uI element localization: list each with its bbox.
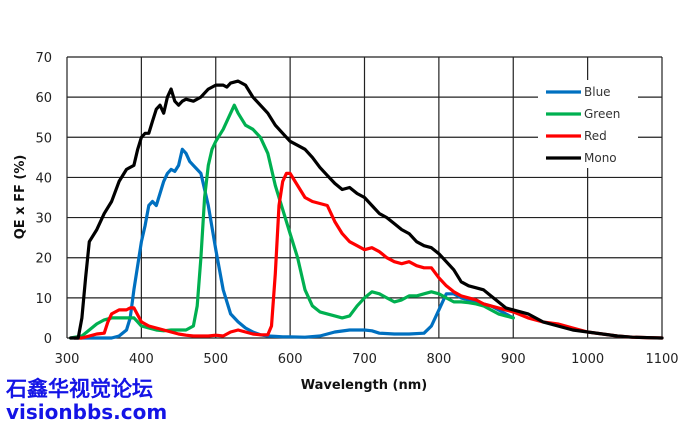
legend-box	[538, 80, 638, 168]
x-tick-label: 800	[426, 352, 451, 367]
legend-label-blue: Blue	[584, 85, 611, 99]
x-tick-label: 500	[203, 352, 228, 367]
series-line-red	[72, 171, 664, 340]
legend-label-red: Red	[584, 129, 607, 143]
x-tick-label: 1100	[645, 352, 678, 367]
x-tick-label: 1000	[571, 352, 604, 367]
x-ticks: 300 400 500 600 700 800 900 1000 1100	[55, 352, 679, 367]
series-line-green	[69, 103, 515, 340]
y-tick-label: 70	[35, 51, 52, 66]
x-tick-label: 400	[129, 352, 154, 367]
watermark-url[interactable]: visionbbs.com	[6, 400, 168, 424]
x-tick-label: 300	[55, 352, 80, 367]
watermark-chinese: 石鑫华视觉论坛	[6, 377, 153, 401]
y-tick-label: 10	[35, 292, 52, 307]
y-tick-label: 40	[35, 171, 52, 186]
x-tick-label: 700	[352, 352, 377, 367]
series-lines	[69, 79, 664, 340]
legend-label-green: Green	[584, 107, 620, 121]
y-tick-label: 30	[35, 212, 52, 227]
y-tick-label: 20	[35, 252, 52, 267]
y-axis-label: QE x FF (%)	[13, 155, 28, 240]
y-ticks: 0 10 20 30 40 50 60 70	[35, 51, 52, 347]
series-line-blue	[72, 147, 515, 340]
y-tick-label: 0	[44, 332, 52, 347]
y-tick-label: 50	[35, 131, 52, 146]
y-tick-label: 60	[35, 91, 52, 106]
x-tick-label: 900	[501, 352, 526, 367]
series-line-mono	[69, 79, 664, 340]
legend-label-mono: Mono	[584, 151, 617, 165]
legend: Blue Green Red Mono	[538, 80, 638, 168]
x-tick-label: 600	[278, 352, 303, 367]
x-axis-label: Wavelength (nm)	[301, 378, 427, 393]
